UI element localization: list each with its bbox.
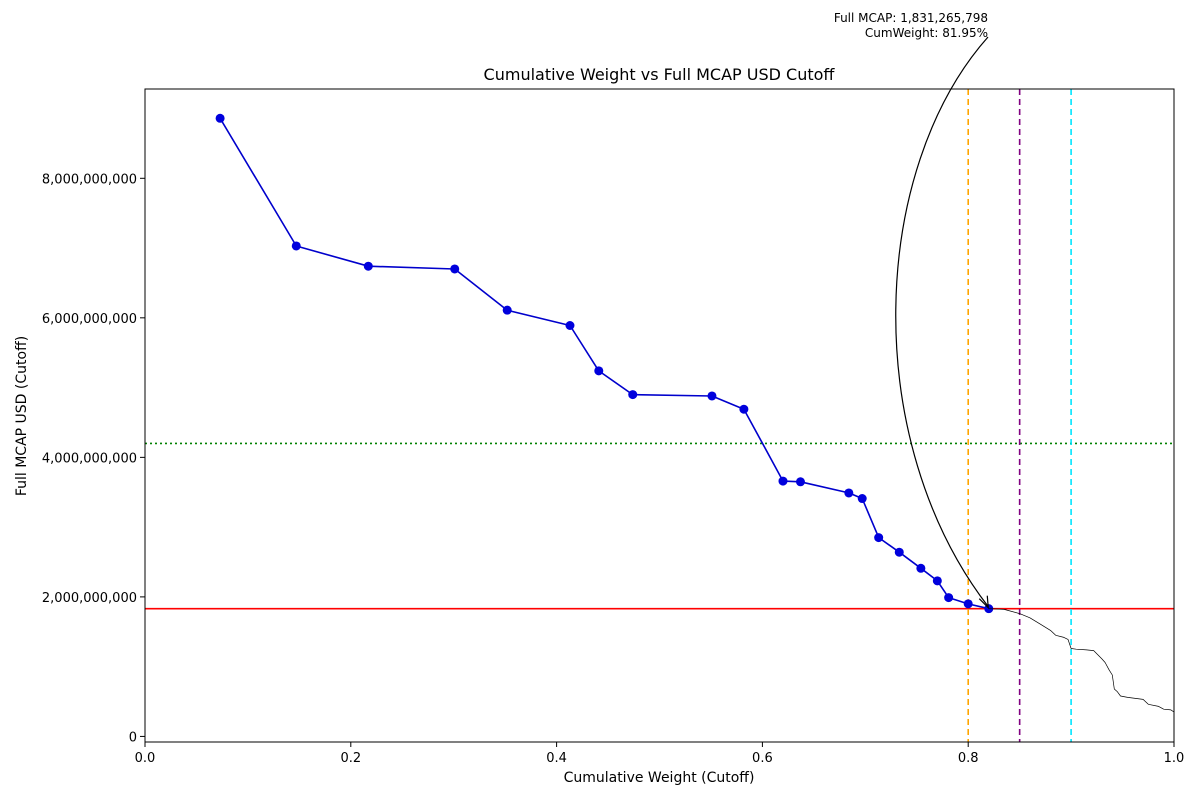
- series-line-1: [988, 608, 1175, 713]
- data-point-15: [894, 547, 904, 557]
- data-point-0: [215, 113, 225, 123]
- data-point-18: [944, 593, 954, 603]
- data-point-3: [450, 264, 460, 274]
- series-layer: [215, 113, 1175, 713]
- data-point-11: [795, 477, 805, 487]
- y-tick-label-2: 4,000,000,000: [42, 451, 137, 466]
- data-point-16: [916, 563, 926, 573]
- data-point-13: [857, 494, 867, 504]
- data-point-9: [739, 404, 749, 414]
- y-axis-label: Full MCAP USD (Cutoff): [14, 336, 30, 496]
- plot-frame: [144, 88, 1175, 743]
- data-point-8: [707, 391, 717, 401]
- data-point-14: [874, 533, 884, 543]
- annotation: Full MCAP: 1,831,265,798 CumWeight: 81.9…: [834, 11, 989, 610]
- data-point-4: [502, 305, 512, 315]
- chart-title: Cumulative Weight vs Full MCAP USD Cutof…: [484, 65, 836, 84]
- data-point-10: [778, 476, 788, 486]
- annotation-arrowhead: [978, 595, 989, 610]
- y-tick-label-1: 2,000,000,000: [42, 591, 137, 606]
- data-point-5: [565, 321, 575, 331]
- x-tick-label-1: 0.2: [340, 751, 361, 766]
- y-axis: 0 2,000,000,000 4,000,000,000 6,000,000,000…: [42, 172, 145, 745]
- x-tick-label-0: 0.0: [135, 751, 156, 766]
- data-point-2: [363, 261, 373, 271]
- y-tick-label-0: 0: [129, 730, 137, 745]
- y-tick-label-3: 6,000,000,000: [42, 312, 137, 327]
- data-point-6: [594, 366, 604, 376]
- x-tick-label-3: 0.6: [752, 751, 773, 766]
- data-point-12: [844, 488, 854, 498]
- x-axis-label: Cumulative Weight (Cutoff): [564, 770, 755, 786]
- x-tick-label-5: 1.0: [1164, 751, 1185, 766]
- annotation-arrow: [895, 36, 989, 608]
- annotation-line-2: CumWeight: 81.95%: [865, 26, 988, 40]
- data-point-17: [932, 576, 942, 586]
- x-axis: 0.0 0.2 0.4 0.6 0.8 1.0: [135, 742, 1185, 766]
- y-tick-label-4: 8,000,000,000: [42, 172, 137, 187]
- x-tick-label-2: 0.4: [546, 751, 567, 766]
- data-point-19: [963, 599, 973, 609]
- series-line-0: [219, 117, 989, 610]
- reference-lines: [145, 89, 1174, 742]
- x-tick-label-4: 0.8: [958, 751, 979, 766]
- data-point-1: [291, 241, 301, 251]
- data-point-7: [628, 390, 638, 400]
- annotation-line-1: Full MCAP: 1,831,265,798: [834, 11, 988, 25]
